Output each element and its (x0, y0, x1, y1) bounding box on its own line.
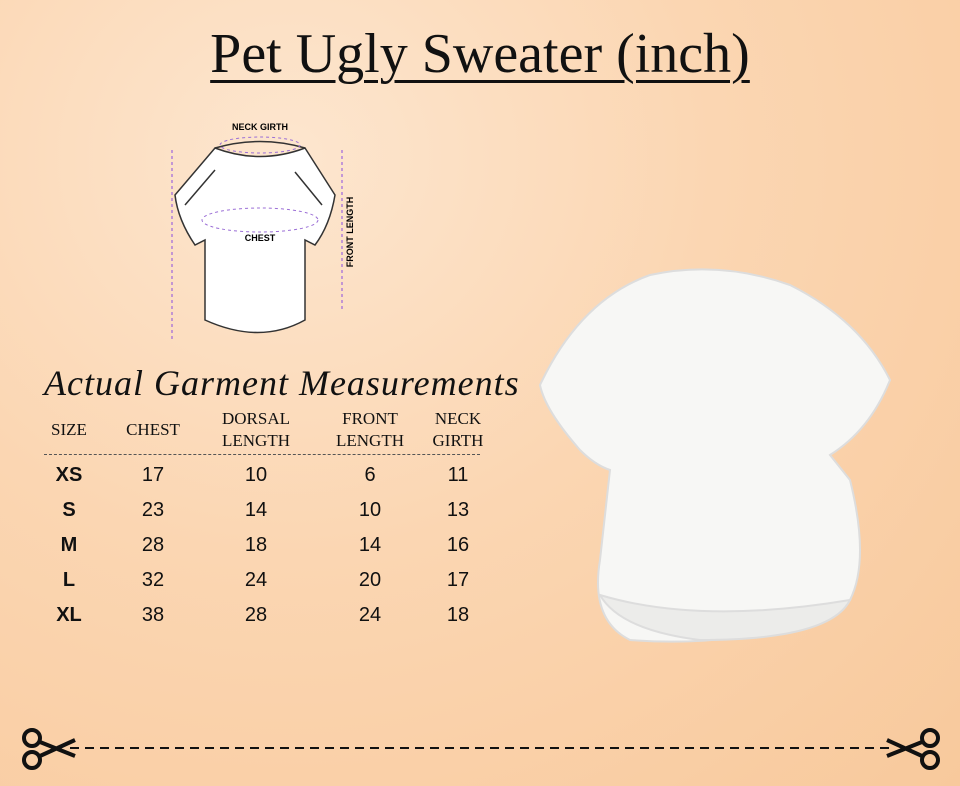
size-cell: S (62, 499, 76, 521)
measure-cell: 10 (244, 464, 268, 486)
measure-cell: 14 (244, 499, 268, 521)
measure-cell: 6 (364, 464, 376, 486)
size-cell: XS (55, 464, 83, 486)
measure-cell: 17 (446, 569, 470, 591)
size-cell: XL (56, 604, 82, 626)
column-header: NECK GIRTH (432, 409, 484, 450)
measure-cell: 16 (446, 534, 470, 556)
column-header: FRONT LENGTH (336, 409, 404, 450)
measure-cell: 17 (141, 464, 165, 486)
sweater-photo (538, 268, 892, 643)
table-heading: Actual Garment Measurements (44, 363, 520, 403)
measure-cell: 13 (446, 499, 470, 521)
measure-cell: 38 (141, 604, 165, 626)
chest-label: CHEST (245, 233, 276, 243)
title-text: Pet Ugly Sweater (inch) (210, 23, 750, 85)
measure-cell: 18 (244, 534, 268, 556)
neck-measure (219, 136, 301, 154)
size-cell: M (60, 534, 78, 556)
measure-cell: 20 (358, 569, 382, 591)
column-header: SIZE (51, 420, 87, 439)
measure-cell: 11 (447, 464, 469, 486)
chest-measure (201, 207, 319, 233)
divider (44, 454, 480, 455)
measure-cell: 10 (358, 499, 382, 521)
size-cell: L (62, 569, 76, 591)
measure-cell: 24 (244, 569, 268, 591)
title: Pet Ugly Sweater (inch) (0, 22, 960, 86)
neck-label: NECK GIRTH (232, 122, 288, 132)
column-header: CHEST (126, 420, 180, 439)
measure-cell: 18 (446, 604, 470, 626)
measure-cell: 32 (141, 569, 165, 591)
measure-cell: 14 (358, 534, 382, 556)
measure-cell: 28 (141, 534, 165, 556)
scissors-right (886, 728, 940, 770)
measure-cell: 28 (244, 604, 268, 626)
sweater-diagram (174, 140, 336, 334)
scissors-left (22, 728, 76, 770)
measure-cell: 23 (141, 499, 165, 521)
measure-cell: 24 (358, 604, 382, 626)
front-label: FRONT LENGTH (345, 197, 355, 268)
column-header: DORSAL LENGTH (221, 409, 290, 450)
